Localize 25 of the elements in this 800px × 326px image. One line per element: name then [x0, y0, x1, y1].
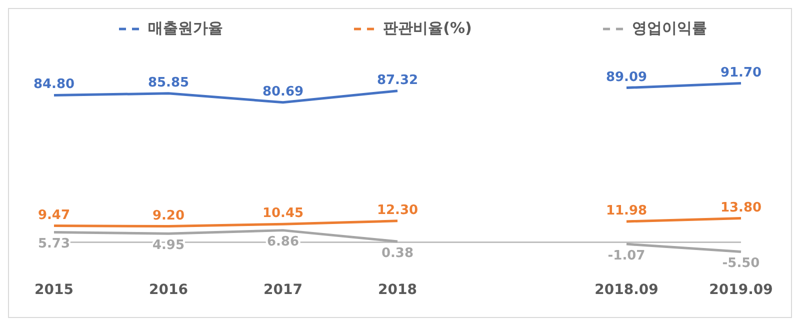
x-tick-label: 2019.09: [709, 282, 773, 298]
data-label: 11.98: [606, 203, 648, 218]
x-tick-label: 2018: [378, 282, 417, 298]
data-label: 10.45: [262, 206, 304, 222]
data-label: 0.38: [381, 246, 414, 261]
data-label: -5.50: [722, 256, 760, 271]
data-label: 87.32: [376, 72, 418, 88]
data-label: -1.07: [608, 248, 646, 264]
x-tick-label: 2016: [149, 282, 188, 298]
legend-label: 판관비율(%): [382, 19, 472, 38]
data-label: 91.70: [720, 65, 762, 80]
data-label: 85.85: [148, 75, 190, 90]
x-tick-label: 2018.09: [594, 282, 658, 298]
data-label: 9.47: [38, 208, 70, 223]
legend-label: 매출원가율: [147, 19, 224, 38]
data-label: 80.69: [262, 84, 304, 100]
data-label: 12.30: [376, 202, 418, 218]
data-label: 13.80: [720, 200, 762, 216]
data-label: 5.73: [38, 236, 70, 252]
data-label: 89.09: [606, 70, 648, 85]
data-label: 84.80: [33, 77, 75, 92]
x-tick-label: 2015: [34, 282, 74, 298]
data-label: 9.20: [152, 208, 185, 224]
legend-label: 영업이익률: [630, 19, 707, 38]
x-tick-label: 2017: [264, 282, 302, 298]
